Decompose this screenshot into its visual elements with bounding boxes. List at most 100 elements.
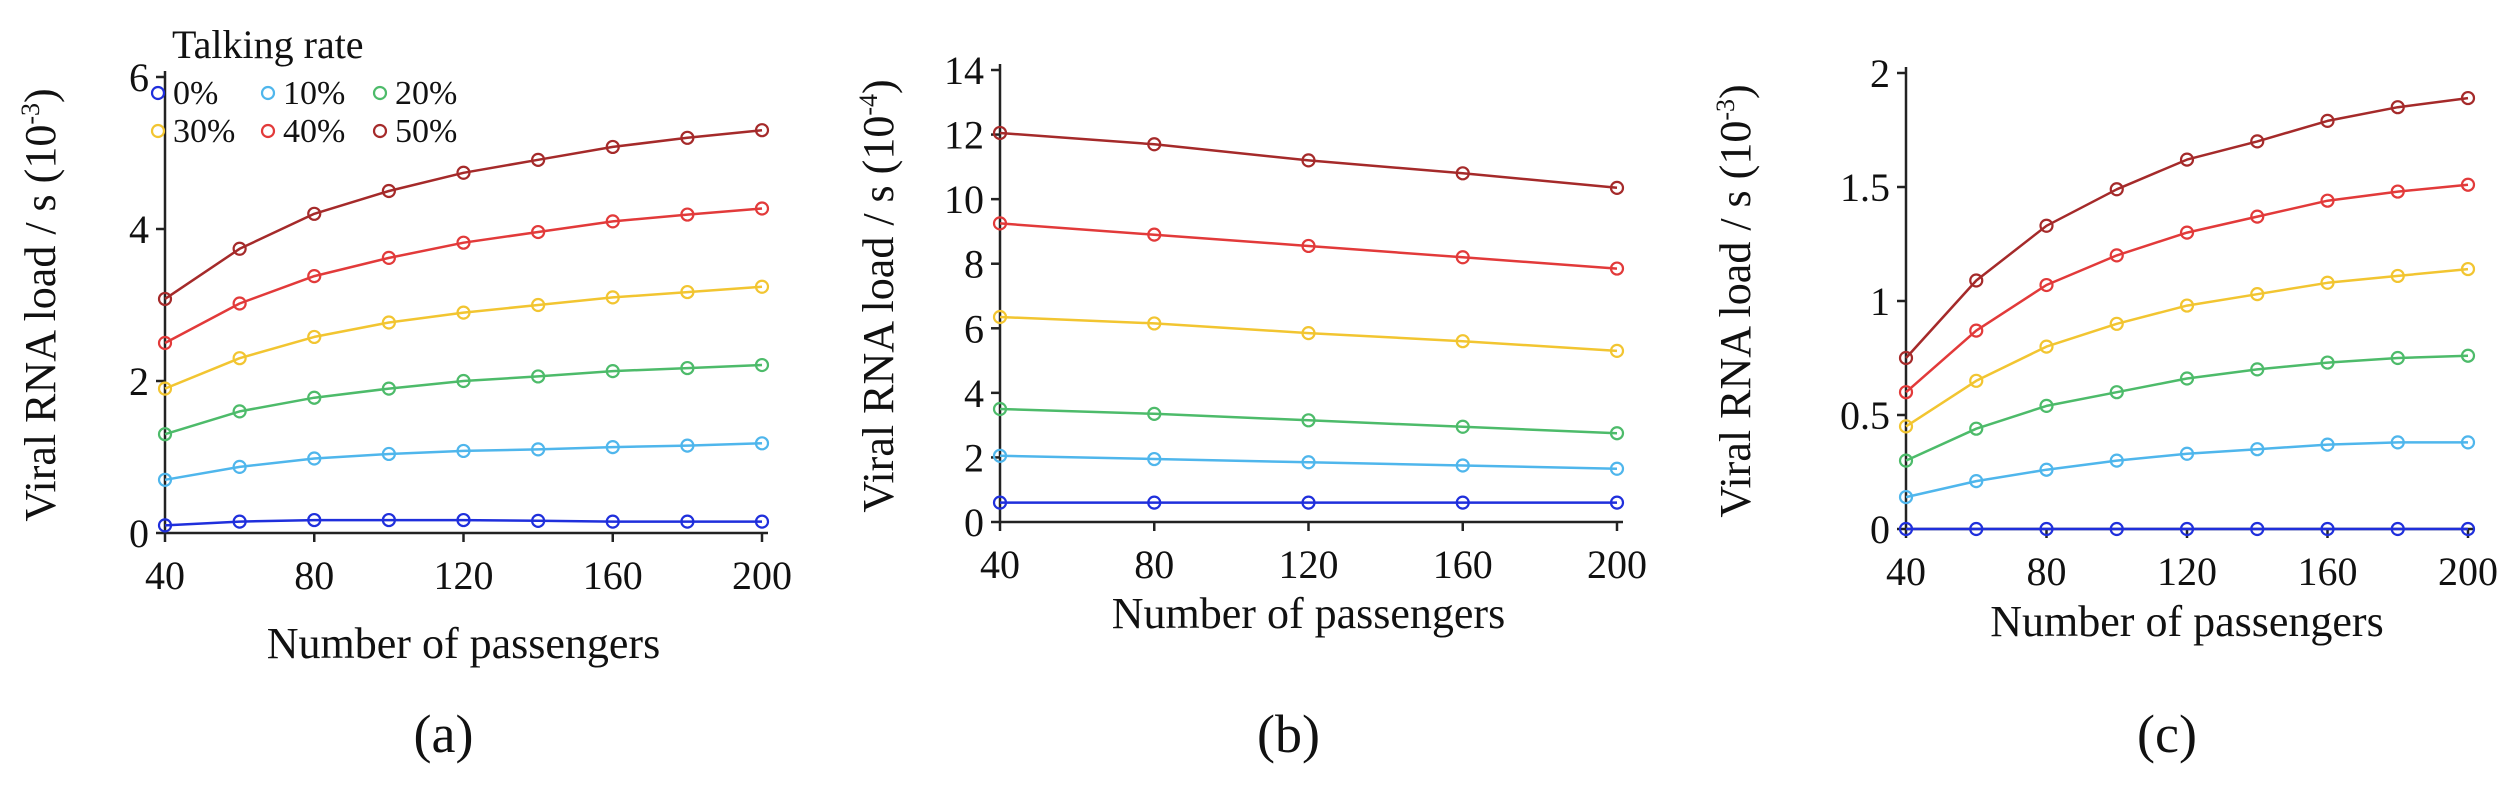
data-point — [157, 427, 173, 442]
data-point — [992, 448, 1008, 463]
legend-marker — [372, 123, 388, 139]
data-point — [1609, 426, 1625, 441]
x-axis-title: Number of passengers — [267, 619, 660, 668]
data-point — [1147, 227, 1162, 242]
data-point — [2460, 521, 2476, 537]
data-point — [307, 269, 322, 284]
series-line — [164, 363, 763, 436]
data-point — [605, 514, 620, 529]
data-point — [2179, 225, 2195, 240]
data-point — [2109, 316, 2124, 331]
data-point — [1969, 474, 1984, 489]
data-point — [1455, 166, 1470, 181]
data-point — [456, 512, 471, 528]
series-50pct — [1898, 90, 2476, 366]
series-line — [1905, 441, 2468, 499]
data-point — [381, 446, 396, 462]
legend-marker — [372, 85, 388, 101]
series-line — [164, 128, 763, 300]
data-point — [605, 214, 620, 229]
series-line — [999, 407, 1618, 435]
data-point — [680, 514, 695, 529]
data-point — [2179, 152, 2195, 167]
series-0pct — [157, 512, 770, 533]
x-tick-label: 160 — [583, 553, 643, 598]
data-point — [381, 381, 396, 396]
y-tick-label: 0 — [129, 511, 149, 556]
data-point — [1609, 261, 1625, 276]
data-point — [1898, 453, 1914, 468]
series-20pct — [1898, 348, 2476, 468]
x-tick-label: 40 — [980, 542, 1020, 587]
y-axis-title-exponent: -4 — [854, 94, 883, 116]
y-axis-title-exponent: -3 — [16, 103, 45, 125]
y-axis-title: Viral RNA load / s (10-4) — [854, 79, 903, 512]
data-point — [680, 130, 695, 145]
data-point — [2039, 277, 2054, 293]
series-20pct — [157, 357, 770, 442]
data-point — [2390, 268, 2405, 284]
y-tick-label: 2 — [964, 435, 984, 480]
y-tick-label: 0 — [964, 500, 984, 545]
legend-title: Talking rate — [172, 22, 364, 67]
data-point — [2460, 177, 2476, 192]
data-point — [307, 206, 322, 221]
data-point — [531, 297, 546, 313]
data-point — [2320, 275, 2335, 290]
series-40pct — [992, 216, 1625, 276]
data-point — [1969, 373, 1984, 388]
data-point — [2250, 521, 2265, 537]
data-point — [605, 290, 620, 305]
y-axis-title-close: ) — [854, 79, 903, 94]
data-point — [1969, 521, 1984, 537]
data-point — [2109, 521, 2124, 537]
data-point — [1969, 273, 1984, 288]
data-point — [531, 224, 546, 240]
data-point — [2109, 248, 2124, 263]
panel-c: 0 0.5 1 1.5 2 40 80 120 160 200 Number of passenge… — [1711, 51, 2498, 764]
panel-label: (b) — [1257, 704, 1320, 764]
data-point — [1455, 250, 1470, 265]
data-point — [1898, 521, 1914, 537]
data-point — [2250, 362, 2265, 377]
legend-marker — [150, 85, 166, 101]
series-30pct — [992, 309, 1625, 358]
data-point — [157, 381, 173, 396]
data-point — [992, 401, 1008, 417]
data-point — [2390, 184, 2405, 199]
series-30pct — [157, 279, 770, 396]
series-40pct — [157, 201, 770, 351]
y-tick-label: 0.5 — [1840, 393, 1890, 438]
legend-entry-label: 10% — [283, 75, 345, 112]
data-point — [1609, 495, 1625, 510]
data-point — [157, 335, 173, 351]
data-point — [754, 436, 770, 451]
data-point — [754, 357, 770, 373]
data-point — [2109, 453, 2124, 468]
legend-entry-label: 30% — [173, 113, 235, 150]
y-axis-title: Viral RNA load / s (10-3) — [16, 88, 65, 521]
data-point — [456, 373, 471, 389]
y-tick-label: 1.5 — [1840, 165, 1890, 210]
data-point — [307, 329, 322, 345]
data-point — [1455, 495, 1470, 510]
data-point — [157, 518, 173, 533]
data-point — [2179, 521, 2195, 537]
y-axis-title: Viral RNA load / s (10-3) — [1711, 84, 1760, 517]
y-tick-label: 6 — [964, 306, 984, 351]
x-axis-title: Number of passengers — [1112, 589, 1505, 638]
data-point — [456, 165, 471, 180]
series-line — [164, 518, 762, 527]
data-point — [2179, 446, 2195, 461]
data-point — [531, 513, 546, 528]
data-point — [2460, 435, 2476, 450]
data-point — [2320, 521, 2335, 537]
data-point — [2390, 521, 2405, 537]
data-point — [381, 183, 396, 199]
x-tick-label: 120 — [2157, 549, 2217, 594]
data-point — [1455, 458, 1470, 473]
series-20pct — [992, 401, 1625, 441]
y-tick-label: 4 — [964, 371, 984, 416]
data-point — [2250, 287, 2265, 302]
